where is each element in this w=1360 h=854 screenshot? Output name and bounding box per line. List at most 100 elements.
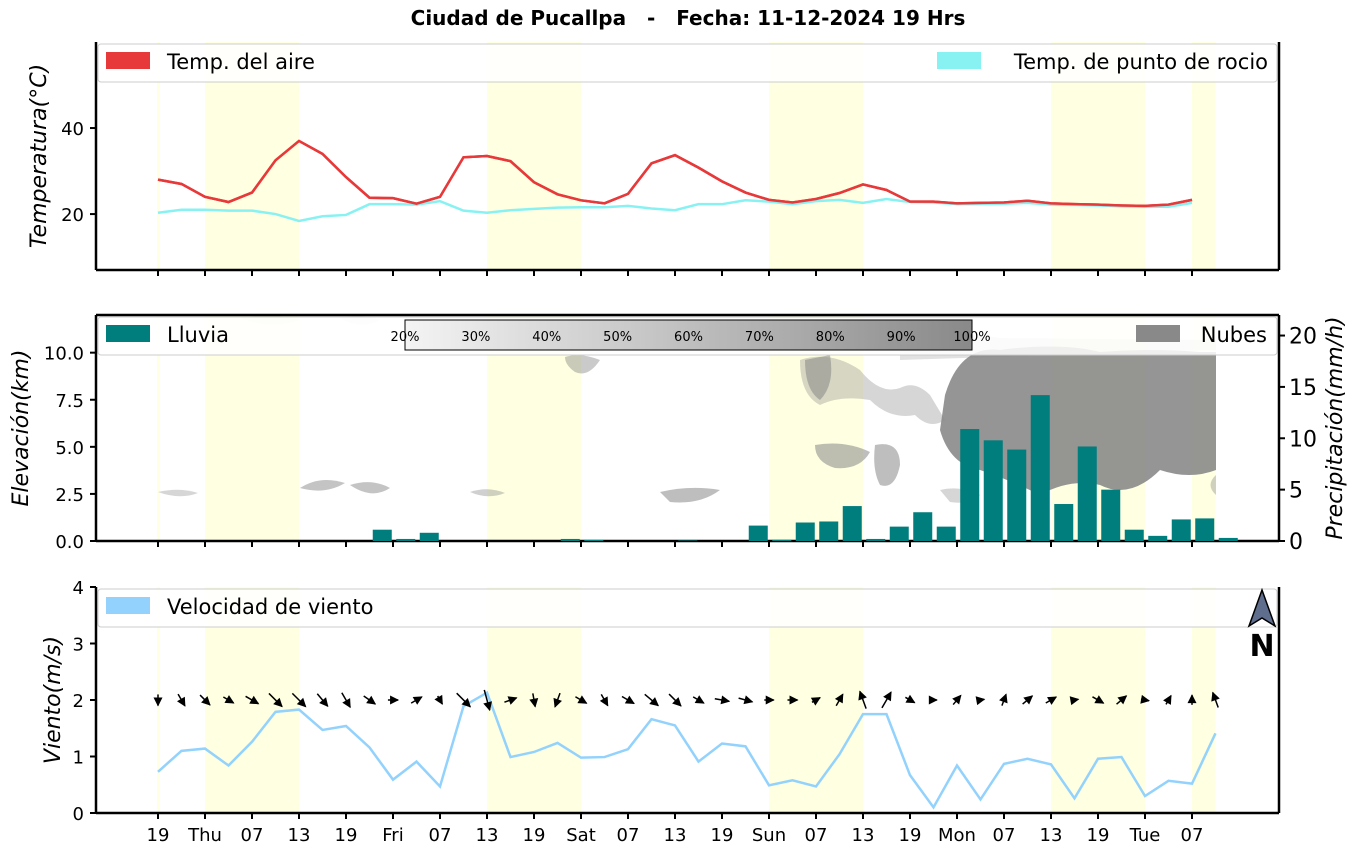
wind-arrow bbox=[363, 695, 377, 705]
rain-bar bbox=[1007, 449, 1027, 541]
y-tick-label: 2.5 bbox=[55, 485, 84, 506]
x-tick-label: Thu bbox=[187, 825, 222, 846]
rain-bar bbox=[419, 532, 439, 541]
rain-bar bbox=[584, 539, 604, 541]
wind-panel: 0 1 2 3 4 Velocidad de viento N 19 Thu 07 13 19 Fri 0… bbox=[41, 578, 1281, 846]
legend-label-clouds: Nubes bbox=[1201, 323, 1267, 347]
wind-arrow bbox=[1187, 694, 1197, 705]
cloud-scale-label: 20% bbox=[391, 330, 420, 345]
wind-arrow bbox=[222, 695, 235, 704]
wind-arrow bbox=[1211, 691, 1220, 708]
rain-bar bbox=[372, 529, 392, 541]
x-tick-label: 19 bbox=[523, 825, 546, 846]
wind-arrow bbox=[738, 695, 754, 705]
x-tick-label: 07 bbox=[993, 825, 1016, 846]
rain-bar bbox=[1077, 446, 1097, 541]
wind-arrow bbox=[952, 694, 962, 706]
rain-bar bbox=[960, 429, 980, 541]
wind-arrow bbox=[341, 692, 351, 709]
rain-bar bbox=[1218, 537, 1238, 541]
wind-arrow bbox=[153, 694, 163, 707]
y-axis-label-elevation: Elevación(km) bbox=[9, 350, 34, 507]
cloud-scale-label: 50% bbox=[603, 330, 632, 345]
rain-bar bbox=[983, 440, 1003, 541]
cloud-scale-label: 70% bbox=[745, 330, 774, 345]
y-tick-label: 10.0 bbox=[44, 344, 84, 365]
x-tick-label: Sun bbox=[752, 825, 786, 846]
x-tick-label: 07 bbox=[1181, 825, 1204, 846]
cloud-scale-label: 90% bbox=[887, 330, 916, 345]
legend-box bbox=[97, 43, 1278, 83]
wind-arrow bbox=[553, 692, 562, 708]
cloud-patch bbox=[815, 443, 870, 469]
x-tick-label: 07 bbox=[617, 825, 640, 846]
cloud-patch bbox=[800, 356, 945, 424]
wind-arrow bbox=[1140, 694, 1150, 704]
x-tick-label: 19 bbox=[335, 825, 358, 846]
cloud-patch bbox=[565, 355, 600, 374]
y2-tick-label: 10 bbox=[1289, 427, 1317, 452]
wind-arrow bbox=[999, 693, 1008, 706]
rain-bar bbox=[1195, 518, 1215, 541]
wind-arrow bbox=[1092, 695, 1105, 704]
wind-arrow bbox=[764, 695, 775, 705]
y-tick-label: 20 bbox=[61, 205, 84, 226]
wind-arrow bbox=[529, 693, 539, 708]
cloud-scale-label: 40% bbox=[532, 330, 561, 345]
wind-arrow bbox=[1045, 696, 1058, 705]
wind-arrow bbox=[975, 696, 986, 706]
rain-bar bbox=[1171, 519, 1191, 541]
wind-arrow bbox=[787, 695, 799, 705]
cloud-patch bbox=[660, 487, 720, 503]
cloud-patch bbox=[874, 444, 900, 486]
wind-arrow bbox=[245, 695, 260, 705]
legend-label-dew: Temp. de punto de rocio bbox=[1013, 50, 1268, 74]
x-tick-label: Fri bbox=[382, 825, 403, 846]
cloud-scale-label: 60% bbox=[674, 330, 703, 345]
rain-bar bbox=[866, 538, 886, 541]
rain-bar bbox=[795, 522, 815, 541]
wind-arrow bbox=[714, 695, 731, 705]
wind-arrow bbox=[575, 695, 588, 704]
wind-arrow bbox=[644, 693, 660, 707]
night-band bbox=[157, 315, 160, 541]
legend-box bbox=[97, 588, 1278, 628]
legend-label-rain: Lluvia bbox=[167, 323, 229, 347]
x-tick-label: 13 bbox=[664, 825, 687, 846]
wind-arrow bbox=[434, 694, 443, 705]
wind-arrow bbox=[177, 693, 186, 707]
dew-point-line bbox=[157, 197, 1193, 223]
y2-tick-label: 20 bbox=[1289, 325, 1317, 350]
y-tick-label: 1 bbox=[73, 748, 84, 769]
wind-arrow bbox=[834, 693, 844, 707]
legend-swatch-air bbox=[106, 52, 150, 69]
x-tick-label: Tue bbox=[1129, 825, 1161, 846]
cloud-patch bbox=[158, 489, 198, 497]
y-tick-label: 5.0 bbox=[55, 438, 84, 459]
rain-bar bbox=[1124, 529, 1144, 541]
y-tick-label: 0 bbox=[73, 804, 84, 825]
legend-label-air: Temp. del aire bbox=[166, 50, 315, 74]
x-tick-label: 19 bbox=[147, 825, 170, 846]
y-axis-label-wind: Viento(m/s) bbox=[41, 636, 66, 764]
rain-bar bbox=[1101, 489, 1121, 541]
cloud-patch bbox=[350, 482, 390, 494]
x-tick-label: 13 bbox=[288, 825, 311, 846]
y-axis-label-temperature: Temperatura(°C) bbox=[27, 64, 52, 248]
rain-bar bbox=[1054, 504, 1074, 541]
night-band bbox=[157, 42, 160, 270]
legend-label-wind: Velocidad de viento bbox=[167, 595, 373, 619]
rain-bar bbox=[396, 538, 416, 541]
x-tick-label: 19 bbox=[711, 825, 734, 846]
y2-tick-label: 5 bbox=[1289, 479, 1303, 504]
cloud-patch bbox=[1210, 475, 1216, 495]
x-tick-label: 13 bbox=[1040, 825, 1063, 846]
wind-arrow bbox=[1116, 695, 1128, 705]
air-temperature-line bbox=[157, 139, 1193, 208]
x-tick-label: Sat bbox=[566, 825, 596, 846]
wind-arrow bbox=[387, 695, 400, 705]
cloud-patch bbox=[805, 355, 832, 400]
legend-swatch-rain bbox=[106, 325, 150, 342]
x-tick-label: Mon bbox=[938, 825, 976, 846]
wind-arrow bbox=[881, 691, 892, 709]
